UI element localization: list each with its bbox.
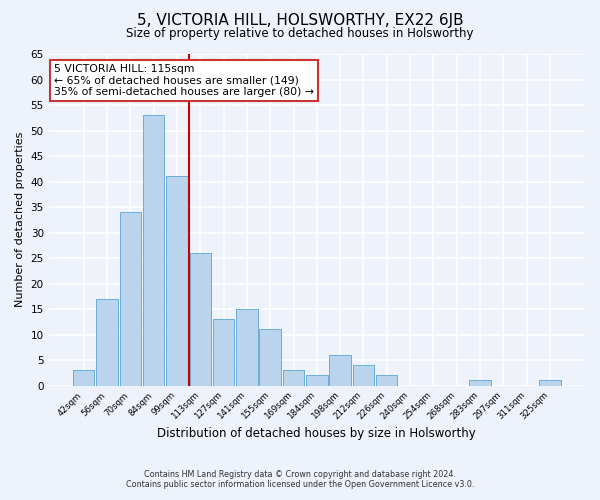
Bar — [236, 309, 257, 386]
Bar — [143, 115, 164, 386]
Bar — [73, 370, 94, 386]
Bar — [353, 365, 374, 386]
Text: Size of property relative to detached houses in Holsworthy: Size of property relative to detached ho… — [126, 28, 474, 40]
Bar — [376, 376, 397, 386]
Bar — [539, 380, 560, 386]
Bar — [190, 253, 211, 386]
Bar — [119, 212, 141, 386]
Bar — [283, 370, 304, 386]
Y-axis label: Number of detached properties: Number of detached properties — [15, 132, 25, 308]
Bar — [259, 330, 281, 386]
Text: Contains HM Land Registry data © Crown copyright and database right 2024.
Contai: Contains HM Land Registry data © Crown c… — [126, 470, 474, 489]
Bar — [213, 319, 235, 386]
Text: 5, VICTORIA HILL, HOLSWORTHY, EX22 6JB: 5, VICTORIA HILL, HOLSWORTHY, EX22 6JB — [137, 12, 463, 28]
X-axis label: Distribution of detached houses by size in Holsworthy: Distribution of detached houses by size … — [157, 427, 476, 440]
Bar — [329, 355, 351, 386]
Text: 5 VICTORIA HILL: 115sqm
← 65% of detached houses are smaller (149)
35% of semi-d: 5 VICTORIA HILL: 115sqm ← 65% of detache… — [54, 64, 314, 97]
Bar — [97, 299, 118, 386]
Bar — [469, 380, 491, 386]
Bar — [166, 176, 188, 386]
Bar — [306, 376, 328, 386]
